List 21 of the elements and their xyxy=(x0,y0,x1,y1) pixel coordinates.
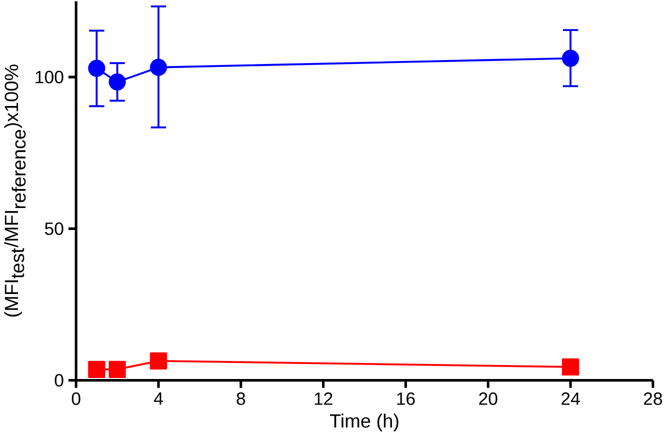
y-tick-label: 100 xyxy=(36,70,64,84)
x-tick-label: 0 xyxy=(72,392,80,406)
point xyxy=(150,352,168,370)
x-tick-label: 20 xyxy=(479,392,498,406)
point xyxy=(150,58,168,76)
x-axis-title: Time (h) xyxy=(330,414,398,432)
x-tick-label: 16 xyxy=(397,392,415,406)
x-tick-label: 12 xyxy=(314,392,332,405)
point xyxy=(88,60,106,78)
point xyxy=(88,361,106,378)
x-tick-label: 24 xyxy=(562,392,580,405)
x-tick-label: 8 xyxy=(236,392,246,406)
y-tick-label: 50 xyxy=(44,222,64,236)
y-tick-label: 0 xyxy=(54,374,64,387)
point xyxy=(108,361,126,378)
point xyxy=(108,74,126,91)
point xyxy=(562,50,580,68)
y-axis-title: $\mbox{(MFI}_{\mbox{test}}\mbox{/MFI}_{\mbox{reference}}\mbox{)x100\%}$ xyxy=(4,64,26,317)
point xyxy=(562,358,580,376)
x-tick-label: 4 xyxy=(154,392,163,405)
x-tick-label: 28 xyxy=(644,392,662,406)
